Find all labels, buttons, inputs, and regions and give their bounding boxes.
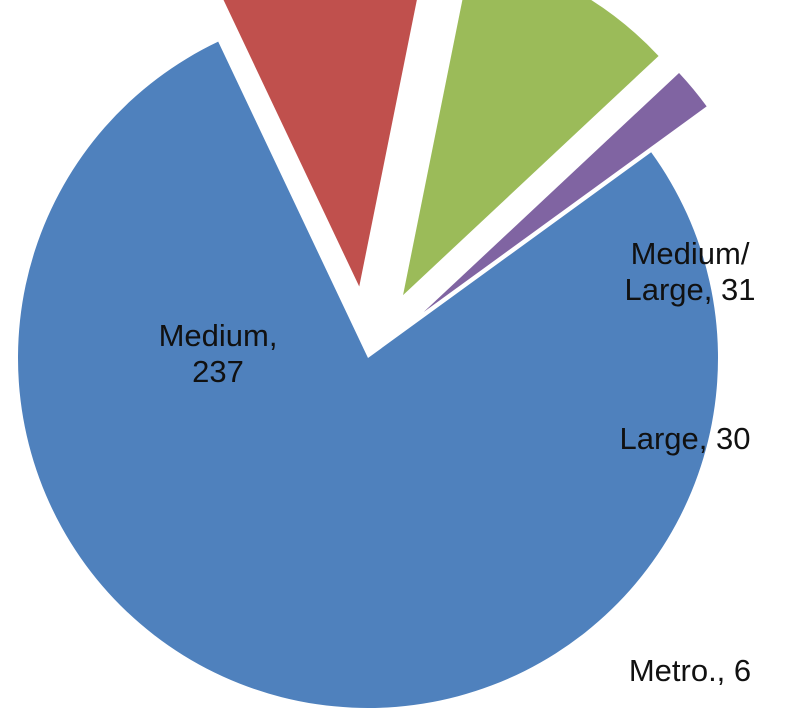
pie-slice-large bbox=[403, 0, 659, 296]
data-label-medium-large: Medium/Large, 31 bbox=[625, 236, 756, 307]
slices-layer bbox=[18, 0, 719, 709]
data-label-large: Large, 30 bbox=[620, 421, 751, 456]
data-label-line: 237 bbox=[192, 354, 244, 389]
pie-slice-medium bbox=[18, 41, 719, 709]
pie-slice-metro bbox=[423, 72, 707, 313]
data-label-line: Medium, bbox=[159, 318, 278, 353]
data-label-line: Large, 30 bbox=[620, 421, 751, 456]
data-label-line: Large, 31 bbox=[625, 272, 756, 307]
data-label-line: Metro., 6 bbox=[629, 653, 751, 688]
labels-layer: Medium, 237 Medium/Large, 31 Large, 30 Metro… bbox=[159, 236, 756, 688]
data-label-metro: Metro., 6 bbox=[629, 653, 751, 688]
pie-slice-medium-large bbox=[223, 0, 417, 287]
data-label-line: Medium/ bbox=[631, 236, 750, 271]
data-label-medium: Medium, 237 bbox=[159, 318, 278, 389]
